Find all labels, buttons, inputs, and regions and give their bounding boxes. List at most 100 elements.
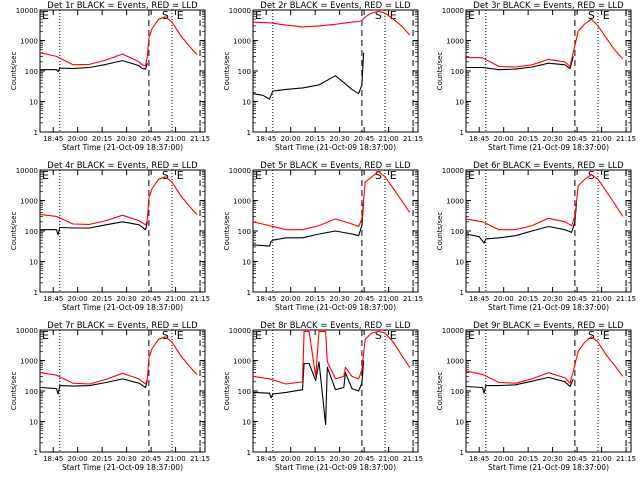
- x-tick-label: 20:00: [494, 455, 514, 463]
- x-tick-label: 21:00: [378, 455, 398, 463]
- y-axis-label: Counts/sec: [436, 212, 444, 251]
- plot-panel: Det 8r BLACK = Events, RED = LLD 1 10 100 10…: [223, 321, 423, 472]
- end-marker-label: E: [42, 9, 49, 22]
- plot-panel: Det 2r BLACK = Events, RED = LLD 1 10 100 10…: [223, 1, 423, 152]
- x-tick-label: 21:00: [591, 295, 611, 303]
- panel-title: Det 4r BLACK = Events, RED = LLD: [47, 161, 198, 171]
- y-tick-label: 10000: [16, 7, 38, 15]
- x-tick-label: 20:30: [117, 135, 137, 143]
- start-marker-label: S: [162, 169, 169, 182]
- y-axis-label: Counts/sec: [223, 372, 231, 411]
- x-tick-label: 21:15: [190, 295, 210, 303]
- panel-title: Det 1r BLACK = Events, RED = LLD: [47, 1, 198, 11]
- y-tick-label: 1000: [446, 38, 464, 46]
- lld-series-line: [465, 18, 624, 68]
- x-tick-label: 20:00: [68, 455, 88, 463]
- plot-panel: Det 1r BLACK = Events, RED = LLD 1 10 100 10…: [10, 1, 210, 152]
- x-tick-label: 20:45: [354, 135, 374, 143]
- start-marker-label: S: [375, 169, 382, 182]
- x-tick-label: 21:00: [378, 135, 398, 143]
- y-tick-label: 1000: [446, 198, 464, 206]
- start-marker-label: S: [588, 169, 595, 182]
- x-axis-label: Start Time (21-Oct-09 18:37:00): [62, 463, 183, 472]
- y-tick-label: 10000: [229, 327, 251, 335]
- y-tick-label: 1: [460, 289, 464, 297]
- y-tick-label: 100: [238, 388, 251, 396]
- panel-title: Det 2r BLACK = Events, RED = LLD: [260, 1, 411, 11]
- events-series-line: [252, 360, 365, 426]
- end-marker-label: E: [468, 9, 475, 22]
- start-marker-label: S: [162, 9, 169, 22]
- y-tick-label: 1000: [20, 38, 38, 46]
- y-axis-label: Counts/sec: [223, 52, 231, 91]
- x-tick-label: 20:15: [92, 295, 112, 303]
- end-marker-label: E: [390, 9, 397, 22]
- y-axis-label: Counts/sec: [10, 212, 18, 251]
- lld-series-line: [39, 336, 198, 385]
- y-tick-label: 10000: [229, 7, 251, 15]
- start-marker-label: S: [375, 329, 382, 342]
- events-series-line: [465, 376, 574, 394]
- y-tick-label: 100: [238, 228, 251, 236]
- events-series-line: [40, 60, 148, 73]
- lld-series-line: [252, 10, 411, 36]
- y-tick-label: 1: [34, 289, 38, 297]
- y-axis-label: Counts/sec: [10, 372, 18, 411]
- plot-frame: [465, 9, 632, 133]
- x-tick-label: 20:45: [567, 135, 587, 143]
- end-marker-label: E: [177, 169, 184, 182]
- y-tick-label: 10: [29, 99, 38, 107]
- y-tick-label: 1000: [446, 358, 464, 366]
- plot-frame: [39, 329, 206, 453]
- y-tick-label: 10: [242, 99, 251, 107]
- x-tick-label: 18:45: [256, 135, 276, 143]
- y-tick-label: 100: [25, 68, 38, 76]
- x-axis-label: Start Time (21-Oct-09 18:37:00): [488, 463, 609, 472]
- y-tick-label: 1000: [20, 198, 38, 206]
- x-tick-label: 21:15: [616, 135, 636, 143]
- y-tick-label: 10: [29, 259, 38, 267]
- events-series-line: [39, 378, 148, 395]
- x-tick-label: 21:15: [616, 455, 636, 463]
- lld-series-line: [39, 16, 198, 67]
- end-marker-label: E: [390, 169, 397, 182]
- events-series-line: [40, 221, 148, 236]
- x-tick-label: 21:00: [165, 455, 185, 463]
- y-tick-label: 1: [247, 129, 251, 137]
- x-tick-label: 21:00: [591, 135, 611, 143]
- x-tick-label: 20:15: [305, 455, 325, 463]
- x-tick-label: 20:15: [305, 135, 325, 143]
- panel-title: Det 3r BLACK = Events, RED = LLD: [473, 1, 624, 11]
- plot-frame: [39, 9, 206, 133]
- y-axis-label: Counts/sec: [223, 212, 231, 251]
- y-tick-label: 1000: [233, 198, 251, 206]
- x-tick-label: 20:45: [567, 455, 587, 463]
- x-tick-label: 20:00: [494, 135, 514, 143]
- x-tick-label: 21:00: [591, 455, 611, 463]
- x-tick-label: 20:30: [543, 295, 563, 303]
- x-axis-label: Start Time (21-Oct-09 18:37:00): [488, 143, 609, 152]
- y-tick-label: 100: [451, 388, 464, 396]
- x-axis-label: Start Time (21-Oct-09 18:37:00): [488, 303, 609, 312]
- start-marker-label: S: [588, 329, 595, 342]
- x-axis-label: Start Time (21-Oct-09 18:37:00): [275, 303, 396, 312]
- panel-title: Det 5r BLACK = Events, RED = LLD: [260, 161, 411, 171]
- y-tick-label: 10000: [16, 327, 38, 335]
- plot-panel: Det 4r BLACK = Events, RED = LLD 1 10 100 10…: [10, 161, 210, 312]
- x-tick-label: 20:15: [518, 135, 538, 143]
- end-marker-label: E: [177, 329, 184, 342]
- x-tick-label: 21:00: [165, 295, 185, 303]
- x-tick-label: 20:30: [330, 455, 350, 463]
- y-tick-label: 1000: [20, 358, 38, 366]
- y-tick-label: 10: [455, 259, 464, 267]
- y-axis-label: Counts/sec: [436, 372, 444, 411]
- x-tick-label: 20:00: [494, 295, 514, 303]
- panel-title: Det 9r BLACK = Events, RED = LLD: [473, 321, 624, 331]
- x-tick-label: 21:15: [616, 295, 636, 303]
- end-marker-label: E: [390, 329, 397, 342]
- plot-panel: Det 6r BLACK = Events, RED = LLD 1 10 100 10…: [436, 161, 636, 312]
- x-tick-label: 20:30: [117, 295, 137, 303]
- x-tick-label: 20:45: [354, 455, 374, 463]
- x-tick-label: 18:45: [469, 455, 489, 463]
